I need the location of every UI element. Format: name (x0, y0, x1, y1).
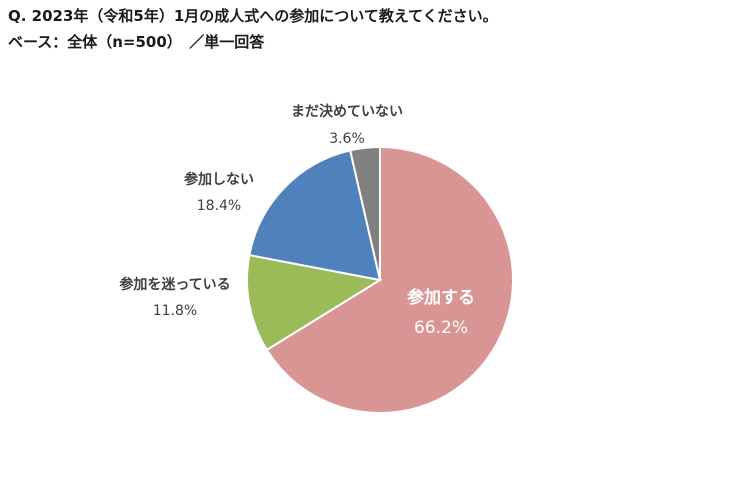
slice-value-not-attend: 18.4% (197, 198, 241, 214)
pie-slice-undecided-attend (246, 253, 383, 352)
pie-slice-attend (265, 145, 514, 414)
pie-slice-not-decided (348, 145, 381, 281)
chart-subtitle: ベース：全体（n=500） ／単一回答 (8, 33, 265, 51)
pie-slices (246, 145, 514, 414)
pie-slice-not-attend (248, 149, 382, 282)
slice-label-undecided-attend: 参加を迷っている (119, 276, 230, 293)
slice-label-not-decided: まだ決めていない (291, 103, 403, 120)
slice-value-undecided-attend: 11.8% (153, 303, 197, 319)
slice-label-attend: 参加する (407, 287, 475, 308)
slice-value-not-decided: 3.6% (329, 131, 365, 147)
slice-value-attend: 66.2% (414, 318, 468, 338)
chart-title: Q. 2023年（令和5年）1月の成人式への参加について教えてください。 (8, 7, 498, 25)
slice-label-not-attend: 参加しない (184, 171, 254, 188)
